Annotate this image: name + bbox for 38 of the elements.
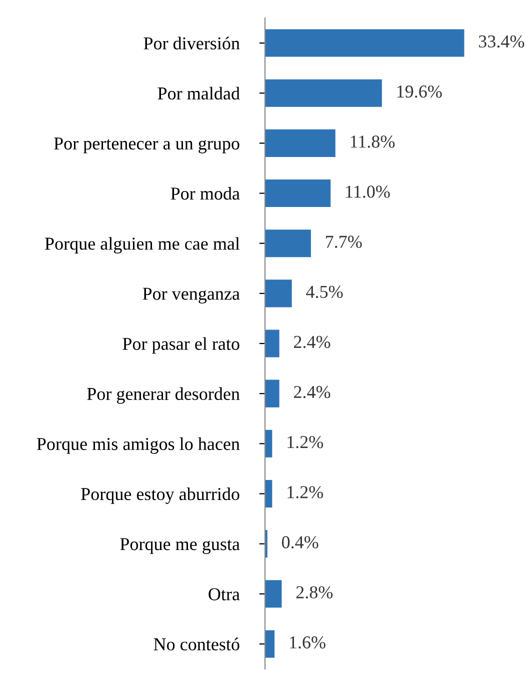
data-label: 4.5% (306, 286, 343, 298)
data-label: 33.4% (478, 35, 524, 48)
data-label: 2.4% (294, 386, 330, 398)
y-tick-label: Porque me gusta (120, 538, 240, 554)
y-tick-label: No contestó (154, 638, 240, 650)
y-tick-label: Porque alguien me cae mal (44, 237, 240, 254)
y-tick-label: Por venganza (142, 288, 240, 304)
bar (265, 280, 292, 308)
y-tick-label: Por pertenecer a un grupo (54, 138, 240, 154)
bar (265, 580, 282, 608)
bar (265, 380, 280, 408)
y-tick-label: Por pasar el rato (122, 337, 240, 354)
bar (265, 129, 336, 157)
bar (265, 79, 382, 107)
bar (265, 230, 311, 258)
y-tick-label: Porque mis amigos lo hacen (36, 437, 240, 454)
y-tick-label: Porque estoy aburrido (81, 487, 240, 504)
y-tick-label: Por diversión (144, 36, 240, 50)
data-label: 19.6% (397, 85, 442, 98)
y-tick-label: Por moda (170, 187, 240, 200)
data-label: 7.7% (326, 236, 362, 248)
bar (265, 480, 272, 508)
bar (265, 630, 275, 658)
data-label: 2.8% (296, 586, 333, 598)
data-label: 1.2% (288, 436, 324, 448)
y-tick-label: Por maldad (158, 86, 240, 100)
y-tick-label: Por generar desorden (87, 387, 240, 404)
data-label: 0.4% (282, 536, 318, 548)
data-label: 11.0% (346, 186, 390, 198)
data-label: 1.6% (290, 636, 326, 649)
bar (265, 29, 464, 57)
data-label: 1.2% (288, 486, 324, 498)
bar (265, 330, 280, 358)
data-label: 2.4% (294, 336, 330, 348)
y-tick-label: Otra (208, 588, 240, 600)
data-label: 11.8% (350, 136, 395, 148)
bar (265, 180, 331, 208)
bar (265, 430, 272, 458)
